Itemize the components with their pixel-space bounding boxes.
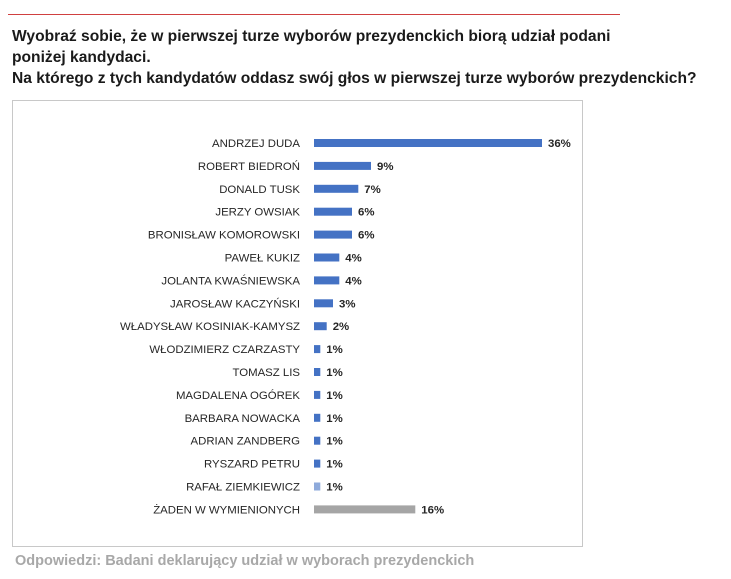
survey-question: Wyobraź sobie, że w pierwszej turze wybo… xyxy=(12,26,727,89)
bar xyxy=(314,368,321,376)
value-label: 6% xyxy=(358,230,374,242)
value-label: 3% xyxy=(339,298,355,310)
value-label: 1% xyxy=(326,390,342,402)
question-line-3: Na którego z tych kandydatów oddasz swój… xyxy=(12,70,697,87)
value-label: 9% xyxy=(377,161,393,173)
category-label: RYSZARD PETRU xyxy=(204,459,300,471)
category-label: BRONISŁAW KOMOROWSKI xyxy=(148,230,300,242)
top-divider xyxy=(8,14,620,15)
category-label: RAFAŁ ZIEMKIEWICZ xyxy=(186,482,300,494)
bar xyxy=(314,322,327,331)
category-label: ANDRZEJ DUDA xyxy=(212,138,300,150)
value-label: 6% xyxy=(358,207,374,219)
value-label: 36% xyxy=(548,138,571,150)
bar xyxy=(314,299,333,308)
bar xyxy=(314,459,321,468)
bar xyxy=(314,230,352,239)
bar xyxy=(314,139,542,147)
category-label: TOMASZ LIS xyxy=(232,367,300,379)
category-label: DONALD TUSK xyxy=(219,184,300,196)
bar-chart: ANDRZEJ DUDA 36% ROBERT BIEDROŃ 9% DONALD TU… xyxy=(120,138,571,516)
value-label: 7% xyxy=(364,184,380,196)
value-label: 1% xyxy=(326,436,342,448)
category-label: ROBERT BIEDROŃ xyxy=(198,160,300,173)
category-label: PAWEŁ KUKIZ xyxy=(225,253,300,265)
category-label: MAGDALENA OGÓREK xyxy=(176,389,300,402)
bar xyxy=(314,207,352,216)
value-label: 1% xyxy=(326,482,342,494)
value-label: 4% xyxy=(345,275,361,287)
bar xyxy=(314,161,371,170)
chart-frame: ANDRZEJ DUDA 36% ROBERT BIEDROŃ 9% DONALD TU… xyxy=(12,100,583,547)
question-line-2: poniżej kandydaci. xyxy=(12,49,151,66)
bar xyxy=(314,345,321,354)
category-label: JERZY OWSIAK xyxy=(215,207,300,219)
bar xyxy=(314,390,321,399)
category-label: WŁADYSŁAW KOSINIAK-KAMYSZ xyxy=(120,321,300,333)
bar xyxy=(314,436,321,445)
bar xyxy=(314,505,416,514)
question-line-1: Wyobraź sobie, że w pierwszej turze wybo… xyxy=(12,28,611,45)
category-label: JAROSŁAW KACZYŃSKI xyxy=(170,297,300,310)
category-label: ADRIAN ZANDBERG xyxy=(191,436,301,448)
value-label: 1% xyxy=(326,413,342,425)
value-label: 2% xyxy=(333,321,349,333)
category-label: ŻADEN W WYMIENIONYCH xyxy=(153,503,300,516)
footnote: Odpowiedzi: Badani deklarujący udział w … xyxy=(15,553,475,569)
bar xyxy=(314,184,359,193)
category-label: BARBARA NOWACKA xyxy=(185,413,301,425)
bar xyxy=(314,253,340,262)
value-label: 1% xyxy=(326,344,342,356)
category-label: WŁODZIMIERZ CZARZASTY xyxy=(149,344,300,356)
bar xyxy=(314,413,321,422)
value-label: 1% xyxy=(326,459,342,471)
value-label: 1% xyxy=(326,367,342,379)
value-label: 4% xyxy=(345,253,361,265)
value-label: 16% xyxy=(421,504,444,516)
bar xyxy=(314,276,340,285)
bar xyxy=(314,482,321,491)
category-label: JOLANTA KWAŚNIEWSKA xyxy=(161,274,300,287)
